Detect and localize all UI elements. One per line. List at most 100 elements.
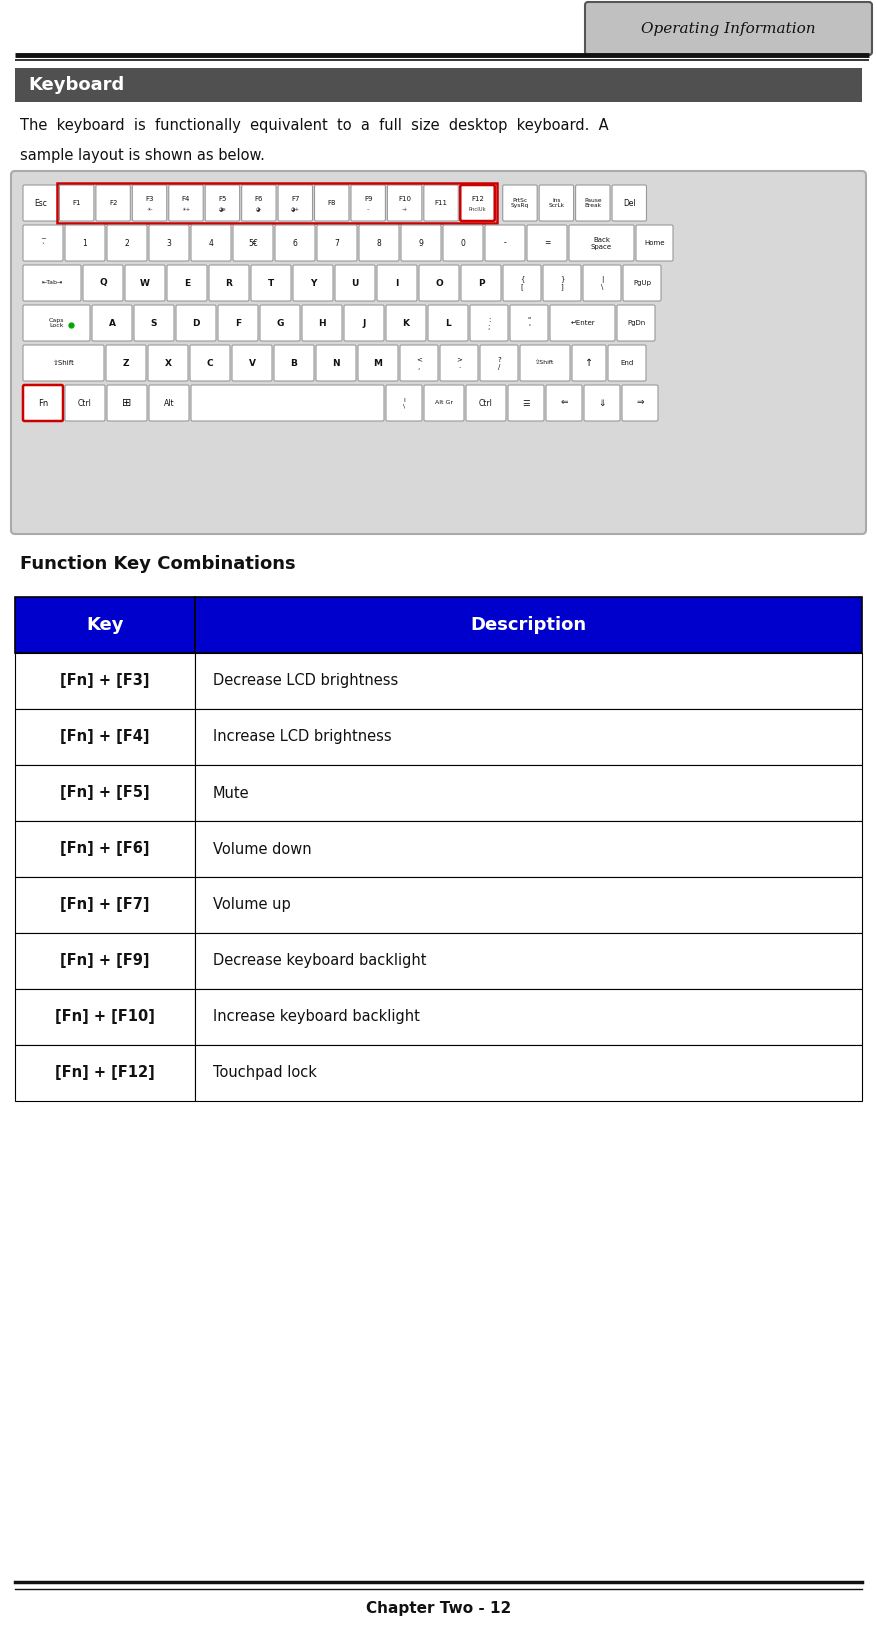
FancyBboxPatch shape [585,2,872,56]
Text: {
[: { [ [520,275,524,290]
Text: X: X [165,359,172,367]
FancyBboxPatch shape [149,385,189,421]
Text: [Fn] + [F9]: [Fn] + [F9] [61,953,150,969]
Text: D: D [192,319,200,327]
Bar [15,653,195,709]
FancyBboxPatch shape [233,224,273,260]
Text: -: - [503,239,506,247]
FancyBboxPatch shape [302,304,342,340]
Text: ☰: ☰ [522,398,530,408]
Text: S: S [151,319,157,327]
Text: 7: 7 [334,239,339,247]
Text: 3: 3 [167,239,171,247]
Text: I
\: I \ [403,398,405,408]
Text: 0: 0 [460,239,466,247]
FancyBboxPatch shape [401,224,441,260]
Text: ⇤Tab⇥: ⇤Tab⇥ [41,280,62,285]
FancyBboxPatch shape [275,224,315,260]
FancyBboxPatch shape [546,385,582,421]
Text: F9: F9 [364,196,373,201]
Text: Del: Del [623,198,636,208]
Bar [57,183,496,223]
Text: Ctrl: Ctrl [479,398,493,408]
FancyBboxPatch shape [106,345,146,381]
FancyBboxPatch shape [612,185,646,221]
Text: "
': " ' [527,316,531,329]
FancyBboxPatch shape [65,224,105,260]
FancyBboxPatch shape [358,345,398,381]
Text: P: P [478,278,484,288]
Bar [195,877,862,933]
FancyBboxPatch shape [359,224,399,260]
Text: F11: F11 [435,200,447,206]
FancyBboxPatch shape [232,345,272,381]
Text: Increase keyboard backlight: Increase keyboard backlight [213,1010,420,1025]
FancyBboxPatch shape [460,185,495,221]
FancyBboxPatch shape [107,224,147,260]
Bar [195,933,862,989]
Text: PnclUk: PnclUk [468,206,487,211]
FancyBboxPatch shape [575,185,610,221]
Text: ☀-: ☀- [146,206,153,211]
FancyBboxPatch shape [65,385,105,421]
FancyBboxPatch shape [503,265,541,301]
Text: 2: 2 [125,239,130,247]
Text: J: J [362,319,366,327]
FancyBboxPatch shape [83,265,123,301]
FancyBboxPatch shape [191,224,231,260]
Text: [Fn] + [F4]: [Fn] + [F4] [61,730,150,745]
Text: Esc: Esc [34,198,46,208]
Bar [195,822,862,877]
Text: 1: 1 [82,239,88,247]
Text: Ins
ScrLk: Ins ScrLk [548,198,565,208]
FancyBboxPatch shape [520,345,570,381]
FancyBboxPatch shape [251,265,291,301]
Bar [15,709,195,764]
FancyBboxPatch shape [550,304,615,340]
Text: U: U [352,278,359,288]
FancyBboxPatch shape [617,304,655,340]
FancyBboxPatch shape [480,345,518,381]
Text: >
.: > . [456,357,462,370]
Text: 5€: 5€ [248,239,258,247]
FancyBboxPatch shape [622,385,658,421]
Text: G: G [276,319,283,327]
Text: [Fn] + [F6]: [Fn] + [F6] [61,841,150,856]
Text: 4: 4 [209,239,213,247]
FancyBboxPatch shape [293,265,333,301]
Text: F2: F2 [109,200,118,206]
FancyBboxPatch shape [424,185,459,221]
FancyBboxPatch shape [543,265,581,301]
Text: ⇒: ⇒ [636,398,644,408]
Text: --: -- [367,206,370,211]
FancyBboxPatch shape [527,224,567,260]
FancyBboxPatch shape [191,385,384,421]
FancyBboxPatch shape [125,265,165,301]
Text: O: O [435,278,443,288]
Bar [195,989,862,1044]
Text: PgUp: PgUp [633,280,651,286]
Text: F: F [235,319,241,327]
FancyBboxPatch shape [583,265,621,301]
Text: End: End [620,360,633,367]
FancyBboxPatch shape [132,185,167,221]
FancyBboxPatch shape [584,385,620,421]
Text: F8: F8 [327,200,336,206]
FancyBboxPatch shape [23,385,63,421]
FancyBboxPatch shape [209,265,249,301]
Text: ⇧Shift: ⇧Shift [535,360,554,365]
Text: ◕+: ◕+ [291,206,300,211]
Text: |
\: | \ [601,277,603,290]
FancyBboxPatch shape [11,170,866,534]
Text: B: B [290,359,297,367]
Text: R: R [225,278,232,288]
Text: The  keyboard  is  functionally  equivalent  to  a  full  size  desktop  keyboar: The keyboard is functionally equivalent … [20,118,609,133]
Text: F10: F10 [398,196,411,201]
Text: Caps
Lock: Caps Lock [49,318,64,329]
Text: ↵Enter: ↵Enter [570,319,595,326]
FancyBboxPatch shape [148,345,188,381]
Bar [15,989,195,1044]
Text: Volume down: Volume down [213,841,311,856]
FancyBboxPatch shape [23,185,57,221]
Text: [Fn] + [F7]: [Fn] + [F7] [61,897,150,912]
